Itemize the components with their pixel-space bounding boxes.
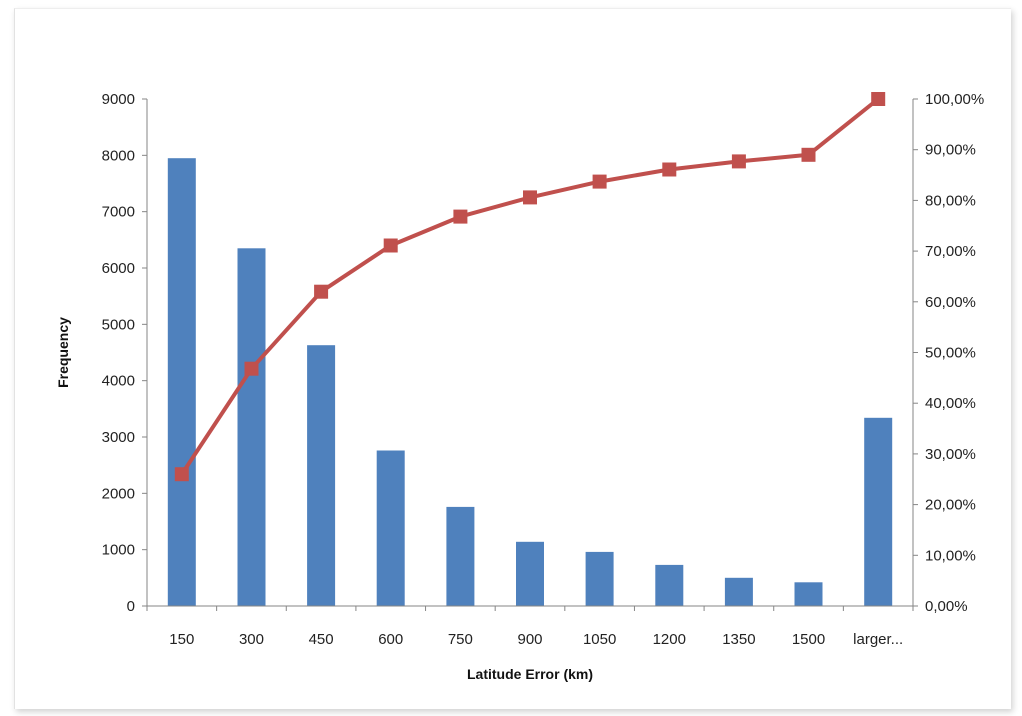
x-tick-label: 600 [378,631,403,648]
chart-svg: 0 1000 2000 3000 4000 5000 6000 7000 8000 9000 0,0… [55,91,985,682]
y-tick-label: 9000 [102,91,135,108]
axes [142,98,918,611]
y-tick-label: 3000 [102,429,135,446]
y2-tick-label: 70,00% [925,243,976,260]
bar [516,541,544,606]
x-axis-title: Latitude Error (km) [467,666,593,682]
x-tick-label: 1050 [583,631,616,648]
cumulative-point [801,147,816,162]
x-tick-label: 300 [239,631,264,648]
y-tick-label: 8000 [102,147,135,164]
cumulative-point [314,284,329,299]
bar [307,345,336,606]
cumulative-point [871,92,886,106]
cumulative-line [180,97,880,476]
y2-tick-label: 90,00% [925,142,976,159]
x-tick-label: 1350 [722,631,755,648]
cumulative-point [592,174,607,189]
x-tick-label: 1500 [792,631,825,648]
cumulative-point [383,238,398,253]
cumulative-line-series [174,92,886,482]
bar [724,577,753,606]
y2-tick-label: 80,00% [925,192,976,209]
cumulative-point [244,361,259,376]
bar [794,582,823,606]
y-tick-label: 6000 [102,260,135,277]
y2-tick-label: 30,00% [925,446,976,463]
bar-series [167,158,893,607]
y2-tick-label: 10,00% [925,547,976,564]
y2-tick-label: 60,00% [925,294,976,311]
y-axis-title: Frequency [55,317,71,388]
y-tick-label: 2000 [102,485,135,502]
y2-tick-label: 50,00% [925,345,976,362]
cumulative-point [523,190,537,205]
x-tick-label: 1200 [653,631,686,648]
x-tick-label: 750 [448,631,473,648]
bar [864,417,893,606]
cumulative-point [731,154,746,169]
y2-tick-label: 0,00% [925,598,968,615]
bar [446,506,475,606]
tick-labels: 0 1000 2000 3000 4000 5000 6000 7000 8000 9000 0,0… [102,91,985,648]
cumulative-point [174,467,189,482]
bar [655,564,684,606]
y2-tick-label: 100,00% [925,91,984,108]
cumulative-point [453,209,468,224]
x-tick-label: larger... [853,631,903,648]
y2-tick-label: 20,00% [925,497,976,514]
bar [585,551,614,606]
cumulative-point [662,162,677,177]
x-tick-label: 900 [517,631,542,648]
chart-frame: 0 1000 2000 3000 4000 5000 6000 7000 8000 9000 0,0… [14,8,1011,709]
y2-tick-label: 40,00% [925,395,976,412]
bar [237,248,266,607]
y-tick-label: 7000 [102,204,135,221]
x-tick-label: 450 [309,631,334,648]
y-tick-label: 5000 [102,316,135,333]
y-tick-label: 1000 [102,542,135,559]
bar [167,158,196,606]
y-tick-label: 4000 [102,373,135,390]
y-tick-label: 0 [127,598,135,615]
x-tick-label: 150 [169,631,194,648]
bar [376,450,405,606]
